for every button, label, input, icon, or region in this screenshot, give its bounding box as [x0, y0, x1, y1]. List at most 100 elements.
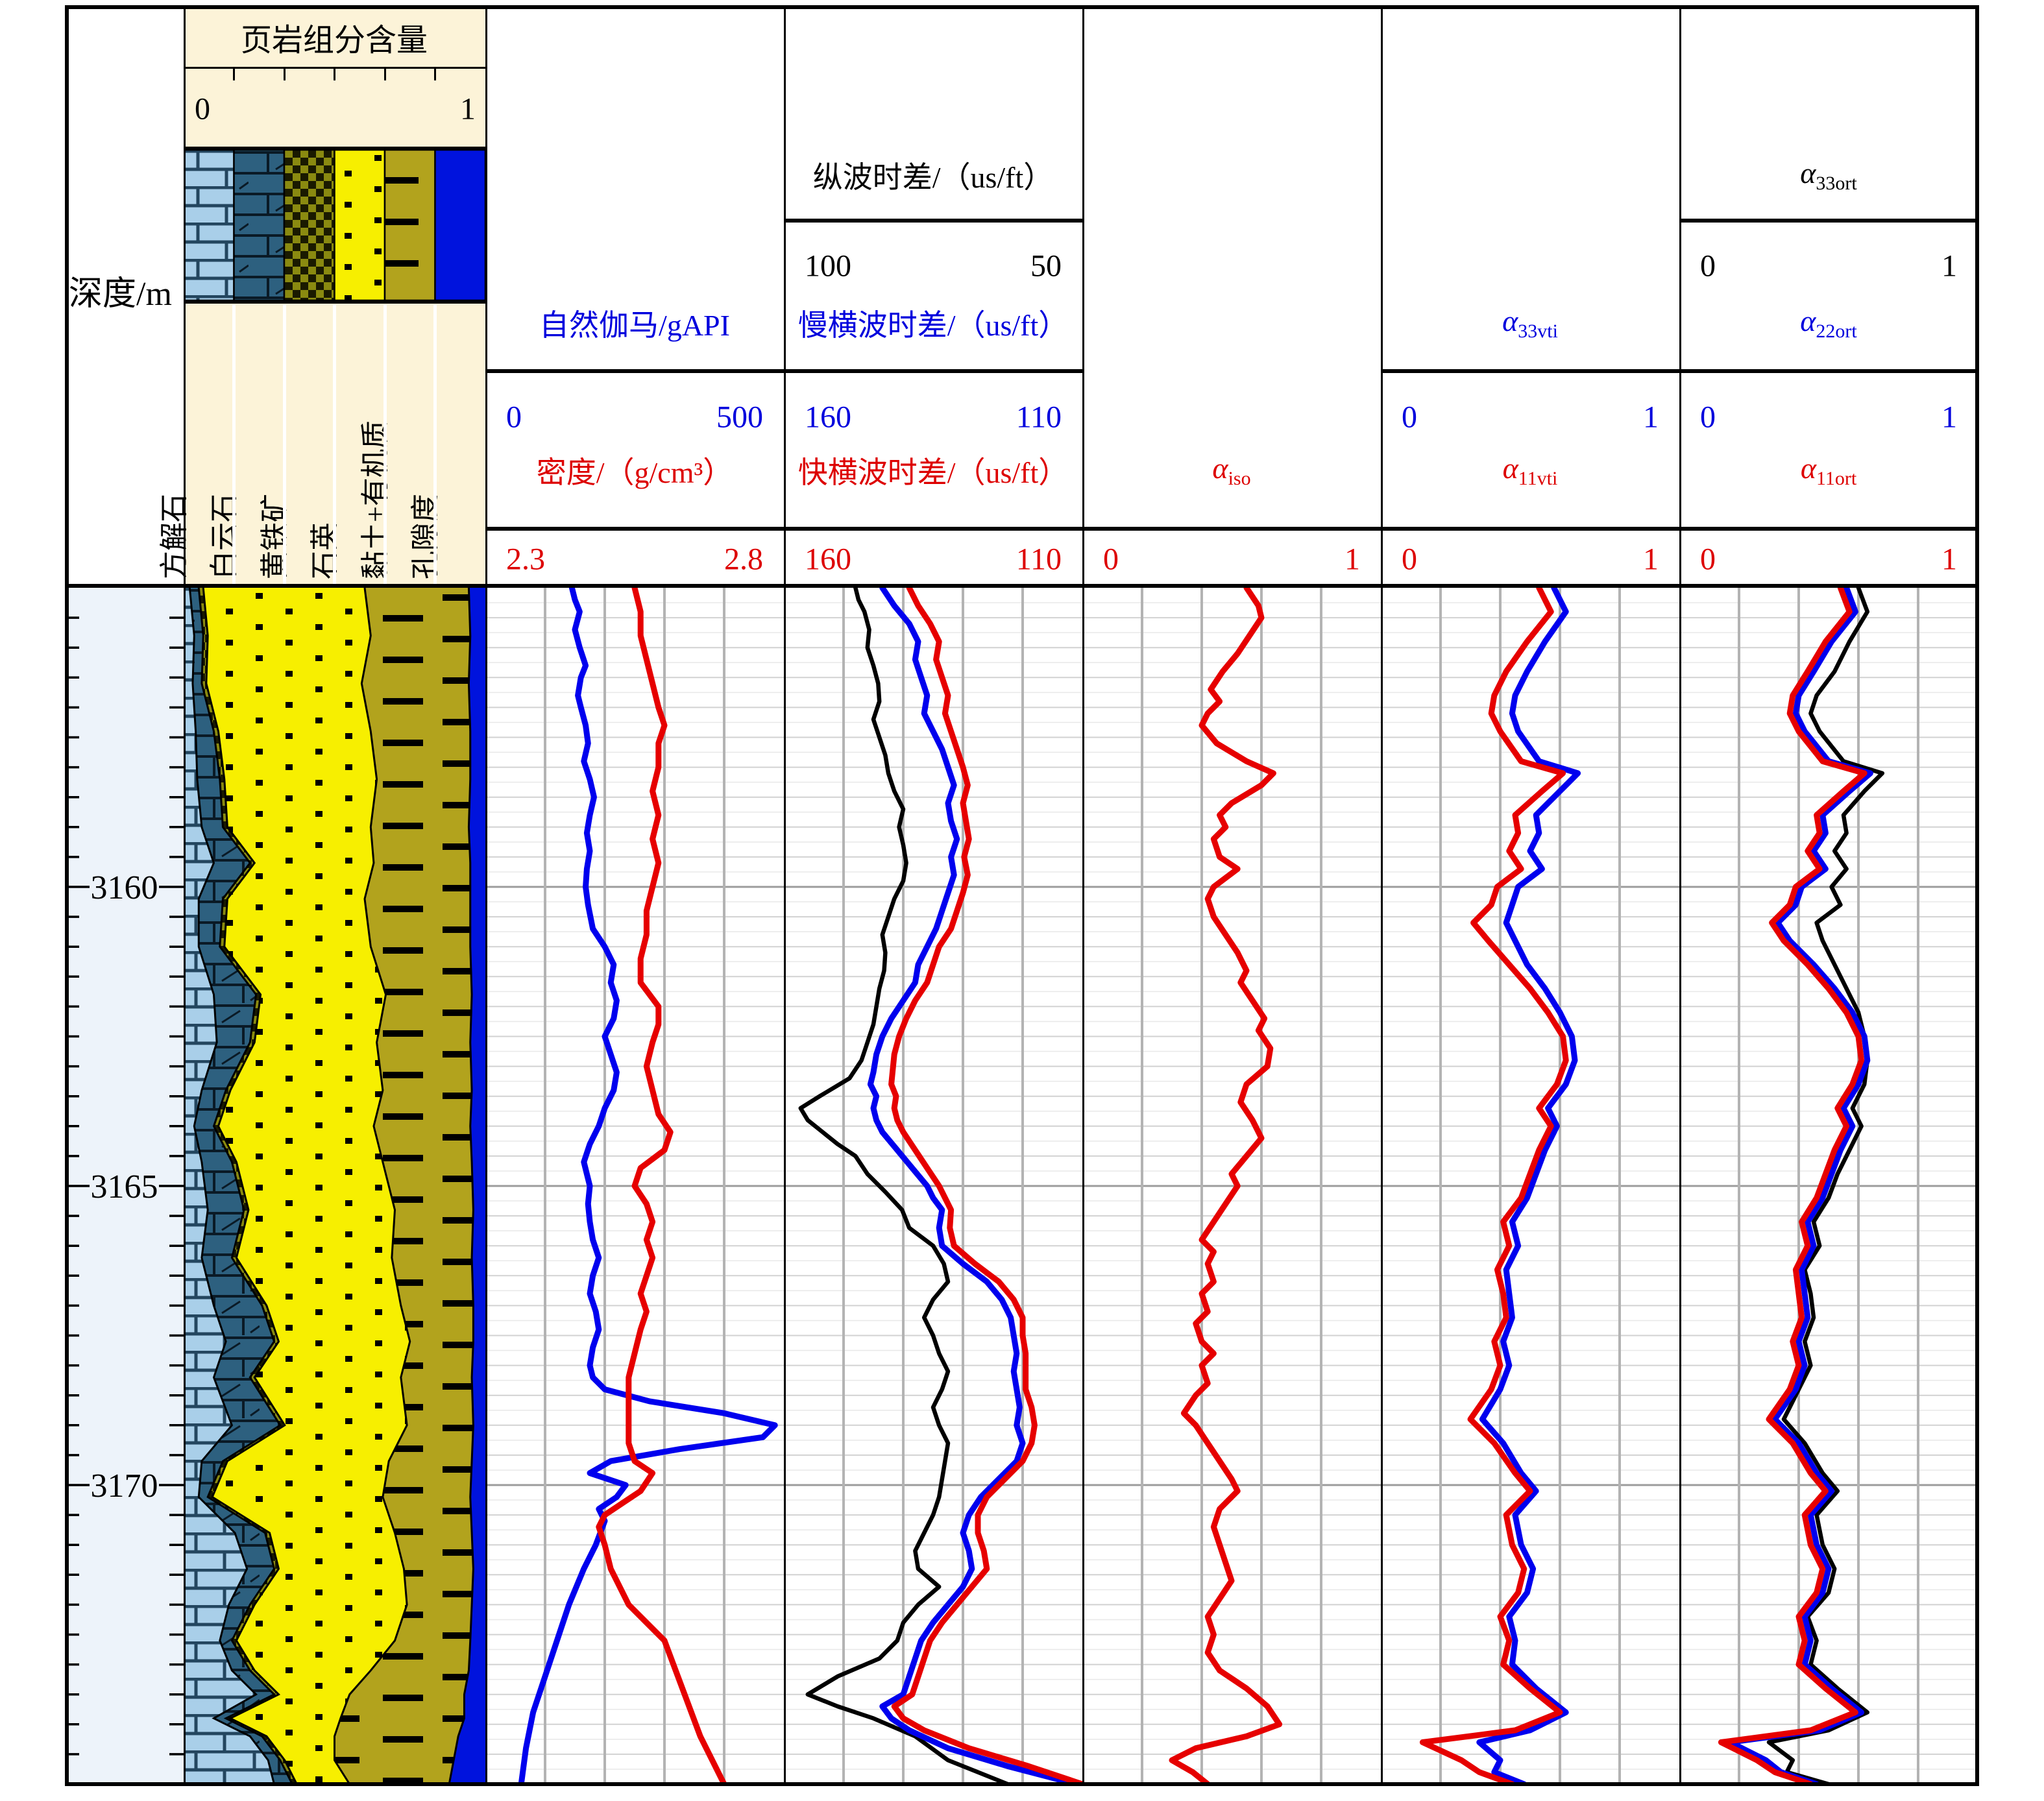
composition-scale-tick-3 — [334, 69, 335, 80]
curve-alpha_iso — [1169, 588, 1283, 1784]
legend-strip-bottom-border — [184, 300, 485, 304]
density-min: 2.3 — [506, 542, 545, 577]
alpha-33vti-label: α33vti — [1502, 304, 1558, 343]
composition-title-underline — [184, 67, 485, 69]
divider-depth-composition — [184, 5, 186, 1786]
table-border-top — [65, 5, 1978, 9]
legend-label-calcite: 方解石 — [158, 494, 190, 579]
fast-shear-max: 110 — [1016, 542, 1062, 577]
curve-p_wave — [798, 588, 1010, 1784]
legend-separator-3 — [333, 305, 336, 584]
composition-scale-tick-1 — [233, 69, 235, 80]
composition-scale-max: 1 — [460, 91, 476, 127]
p-wave-max: 50 — [1030, 248, 1062, 284]
track3-blue-row-line — [485, 369, 784, 373]
slow-shear-max: 110 — [1016, 400, 1062, 435]
alpha-11ort-max: 1 — [1941, 542, 1957, 577]
alpha-22ort-symbol: α — [1800, 304, 1816, 337]
track7-blue-row-line — [1679, 369, 1978, 373]
composition-boundary-2 — [197, 588, 293, 1784]
curve-fast_shear — [888, 588, 1086, 1784]
slow-shear-min: 160 — [805, 400, 851, 435]
legend-swatch-dolomite — [233, 150, 286, 300]
alpha-11vti-label: α11vti — [1503, 451, 1558, 490]
table-border-right — [1975, 5, 1979, 1786]
legend-swatch-clay_organic — [383, 150, 436, 300]
composition-boundary-3 — [202, 588, 298, 1784]
composition-title: 页岩组分含量 — [240, 23, 428, 58]
track7-red-row-line — [1679, 527, 1978, 531]
composition-area-dolomite — [189, 588, 293, 1784]
composition-area-quartz — [203, 588, 410, 1784]
curve-alpha_11ort — [1718, 588, 1868, 1784]
divider-track5-track6 — [1381, 5, 1383, 1786]
alpha-iso-min: 0 — [1103, 542, 1119, 577]
composition-area-calcite — [184, 588, 274, 1784]
legend-swatch-pyrite — [283, 150, 335, 300]
legend-swatch-porosity — [434, 150, 485, 300]
composition-boundary-1 — [188, 588, 275, 1784]
track6-blue-row-line — [1381, 369, 1679, 373]
table-border-bottom — [65, 1782, 1978, 1786]
alpha-11ort-subscript: 11ort — [1816, 468, 1857, 490]
alpha-11vti-symbol: α — [1502, 451, 1518, 485]
composition-legend-swatches — [184, 150, 485, 300]
alpha-33vti-subscript: 33vti — [1518, 320, 1558, 343]
density-max: 2.8 — [724, 542, 763, 577]
divider-composition-track3 — [485, 5, 487, 1786]
alpha-11ort-label: α11ort — [1801, 451, 1856, 490]
depth-axis-label: 深度/m — [69, 276, 172, 313]
track4-red-row-line — [784, 527, 1082, 531]
divider-track4-track5 — [1082, 5, 1084, 1786]
alpha-33ort-subscript: 33ort — [1816, 173, 1857, 195]
density-label: 密度/（g/cm³） — [536, 456, 733, 489]
curve-alpha_33vti — [1476, 588, 1581, 1784]
alpha-33ort-min: 0 — [1700, 248, 1716, 284]
gamma-ray-label: 自然伽马/gAPI — [539, 309, 730, 342]
legend-separator-4 — [383, 305, 387, 584]
curve-density — [596, 588, 727, 1784]
legend-separator-2 — [283, 305, 286, 584]
p-wave-min: 100 — [805, 248, 851, 284]
header-bottom-line — [65, 584, 1978, 588]
legend-label-dolomite: 白云石 — [208, 494, 240, 579]
alpha-33vti-max: 1 — [1643, 400, 1659, 435]
composition-scale-tick-4 — [384, 69, 386, 80]
legend-label-quartz: 石英 — [309, 522, 341, 579]
alpha-22ort-max: 1 — [1941, 400, 1957, 435]
composition-boundary-4 — [334, 588, 411, 1784]
alpha-iso-label: αiso — [1212, 451, 1250, 490]
track7-black-row-line — [1679, 219, 1978, 223]
legend-separator-1 — [232, 305, 236, 584]
divider-track3-track4 — [784, 5, 786, 1786]
alpha-33ort-label: α33ort — [1800, 156, 1856, 195]
alpha-22ort-subscript: 22ort — [1816, 320, 1857, 343]
alpha-11vti-subscript: 11vti — [1518, 468, 1558, 490]
track3-red-row-line — [485, 527, 784, 531]
track5-red-row-line — [1082, 527, 1381, 531]
legend-label-clay-organic: 黏土+有机质 — [359, 420, 391, 579]
legend-swatch-calcite — [184, 150, 235, 300]
p-wave-label: 纵波时差/（us/ft） — [812, 161, 1054, 194]
fast-shear-min: 160 — [805, 542, 851, 577]
composition-scale-tick-5 — [434, 69, 436, 80]
track4-blue-row-line — [784, 369, 1082, 373]
legend-separator-5 — [433, 305, 437, 584]
track4-black-row-line — [784, 219, 1082, 223]
alpha-iso-max: 1 — [1344, 542, 1360, 577]
composition-boundary-5 — [448, 588, 474, 1784]
slow-shear-label: 慢横波时差/（us/ft） — [797, 309, 1069, 342]
log-plot-area: 3160 3165 3170 — [65, 588, 1978, 1784]
legend-label-porosity: 孔隙度 — [409, 494, 441, 579]
alpha-33ort-symbol: α — [1800, 156, 1816, 189]
curve-alpha_11vti — [1419, 588, 1569, 1784]
curve-alpha_22ort — [1727, 588, 1873, 1784]
alpha-11vti-min: 0 — [1402, 542, 1417, 577]
composition-area-clay_organic — [334, 588, 474, 1784]
gamma-ray-min: 0 — [506, 400, 522, 435]
depth-label-3160: 3160 — [91, 869, 158, 906]
fast-shear-label: 快横波时差/（us/ft） — [797, 456, 1069, 489]
alpha-33ort-max: 1 — [1941, 248, 1957, 284]
legend-strip-top-border — [184, 147, 485, 150]
